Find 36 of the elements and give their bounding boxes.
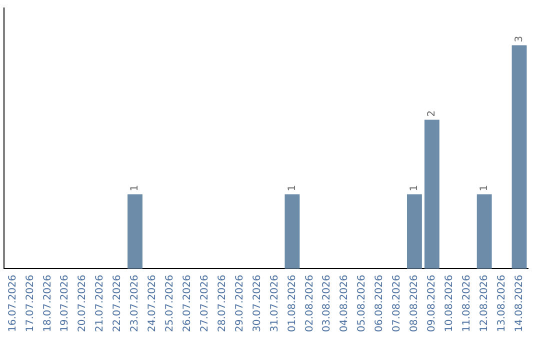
x-tick-label: 03.08.2026 bbox=[322, 274, 333, 332]
x-tick-label: 05.08.2026 bbox=[356, 274, 368, 332]
data-label: 3 bbox=[514, 36, 525, 42]
x-tick-label: 24.07.2026 bbox=[147, 274, 158, 332]
x-tick-label: 14.08.2026 bbox=[514, 274, 525, 332]
x-tick-label: 01.08.2026 bbox=[286, 274, 298, 332]
x-tick-label: 19.07.2026 bbox=[60, 274, 71, 332]
x-tick-label: 10.08.2026 bbox=[444, 274, 455, 332]
x-tick-label: 28.07.2026 bbox=[216, 274, 228, 332]
data-label: 2 bbox=[426, 110, 438, 117]
x-tick-label: 08.08.2026 bbox=[409, 274, 420, 332]
x-tick-label: 26.07.2026 bbox=[182, 274, 193, 332]
x-tick-label: 16.07.2026 bbox=[7, 274, 18, 332]
x-tick-label: 13.08.2026 bbox=[496, 274, 508, 332]
x-tick-label: 17.07.2026 bbox=[24, 274, 36, 332]
x-tick-label: 09.08.2026 bbox=[426, 274, 438, 332]
x-tick-label: 12.08.2026 bbox=[478, 274, 490, 332]
x-tick-label: 25.07.2026 bbox=[164, 274, 176, 332]
data-label: 1 bbox=[286, 184, 298, 192]
x-tick-label: 02.08.2026 bbox=[304, 274, 316, 332]
data-label: 1 bbox=[409, 184, 420, 192]
x-tick-label: 27.07.2026 bbox=[199, 274, 210, 332]
x-tick-label: 06.08.2026 bbox=[374, 274, 386, 332]
x-tick-label: 07.08.2026 bbox=[392, 274, 403, 332]
x-tick-label: 31.07.2026 bbox=[269, 274, 280, 332]
x-tick-label: 23.07.2026 bbox=[130, 274, 141, 332]
x-tick-label: 22.07.2026 bbox=[112, 274, 124, 332]
x-tick-label: 11.08.2026 bbox=[461, 274, 472, 332]
x-tick-label: 30.07.2026 bbox=[252, 274, 263, 332]
data-label: 1 bbox=[130, 184, 141, 192]
x-tick-label: 21.07.2026 bbox=[94, 274, 106, 332]
data-label: 1 bbox=[478, 184, 490, 192]
x-tick-label: 29.07.2026 bbox=[234, 274, 246, 332]
x-tick-label: 18.07.2026 bbox=[42, 274, 54, 332]
x-tick-label: 20.07.2026 bbox=[77, 274, 88, 332]
x-tick-label: 04.08.2026 bbox=[339, 274, 350, 332]
